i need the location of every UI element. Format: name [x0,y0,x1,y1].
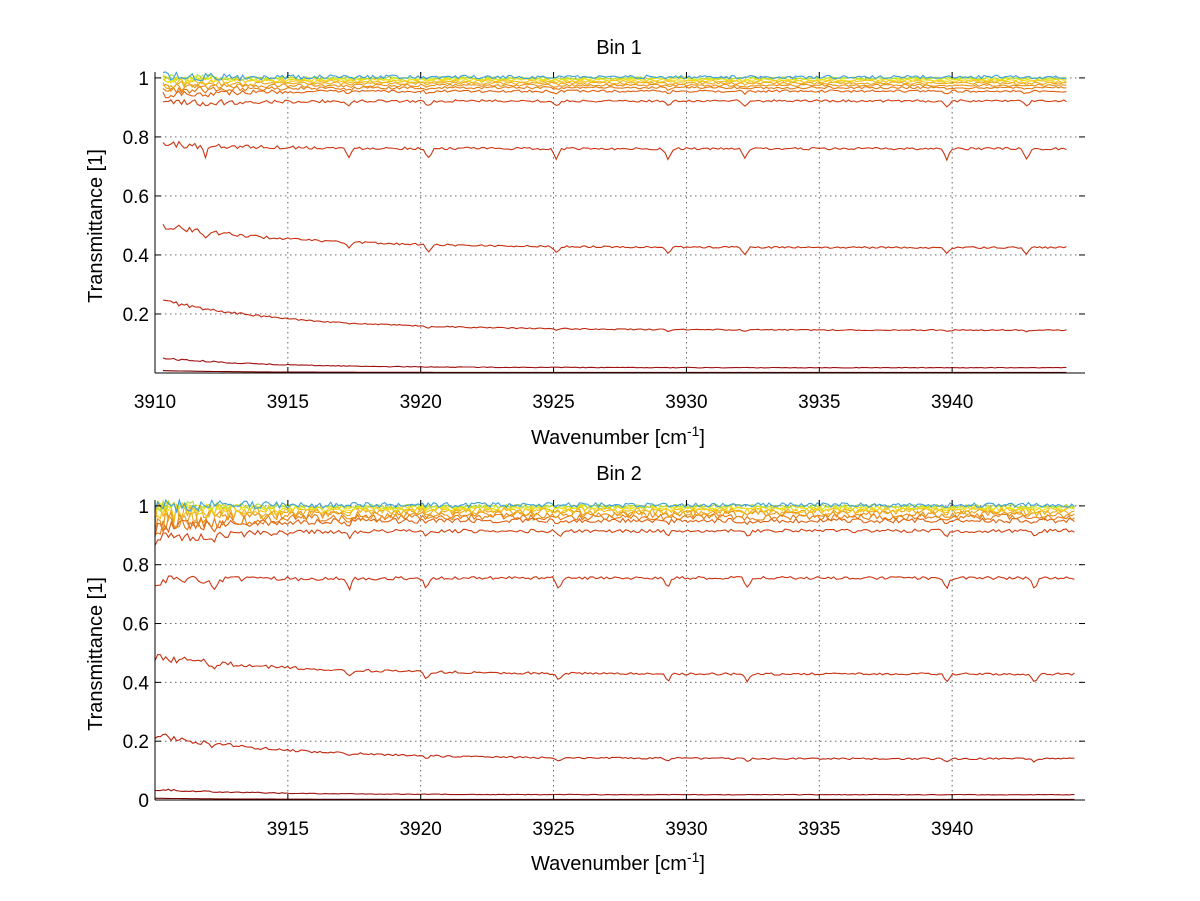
y-axis-label: Transmittance [1] [85,149,107,303]
y-tick-label: 0.6 [123,187,149,208]
x-tick-label: 3925 [532,392,574,413]
chart-bin-1: Bin 1 Transmittance [1] Wavenumber [cm-1… [85,37,1085,449]
series-line [154,575,1075,592]
series-line [162,299,1067,333]
ticks: 3910 3915 3920 3925 3930 3935 3940 0.2 0.4 0.6 0.8… [123,69,1085,413]
x-tick-label: 3920 [400,392,442,413]
y-axis-label: Transmittance [1] [85,577,107,731]
series-line [162,80,1067,90]
series-line [162,89,1067,99]
series-lines [162,71,1067,373]
chart-title: Bin 1 [596,37,642,59]
grid [155,500,1085,800]
series-line [154,653,1075,683]
x-tick-label: 3930 [665,819,707,840]
series-line [154,508,1075,531]
series-line [162,75,1067,85]
series-line [154,497,1075,514]
x-tick-label: 3910 [134,392,176,413]
series-lines [154,497,1075,800]
x-axis-label-tail: ] [699,427,705,449]
x-axis-label-superscript: -1 [687,423,700,439]
series-line [162,357,1067,369]
y-tick-label: 1 [138,497,149,518]
series-line [162,85,1067,94]
series-line [154,528,1075,546]
x-tick-label: 3930 [665,392,707,413]
x-axis-label: Wavenumber [cm-1] [531,423,705,449]
series-line [154,788,1075,796]
series-line [162,140,1067,162]
ticks: 3915 3920 3925 3930 3935 3940 0 0.2 0.4 0.6 0.8 1 [123,497,1085,840]
x-axis-label-text: Wavenumber [cm [531,427,687,449]
chart-title: Bin 2 [596,463,642,485]
chart-bin-2: Bin 2 Transmittance [1] Wavenumber [cm-1… [85,463,1085,875]
series-line [154,500,1075,516]
y-tick-label: 0.2 [123,305,149,326]
x-tick-label: 3935 [798,392,840,413]
y-tick-label: 0.8 [123,556,149,577]
x-tick-label: 3915 [267,819,309,840]
y-tick-label: 0.6 [123,615,149,636]
series-line [162,83,1067,93]
series-line [154,797,1075,800]
x-tick-label: 3925 [532,819,574,840]
series-line [154,733,1075,763]
y-tick-label: 0.8 [123,128,149,149]
series-line [162,370,1067,373]
y-tick-label: 1 [138,69,149,90]
x-tick-label: 3935 [798,819,840,840]
y-tick-label: 0.2 [123,732,149,753]
y-tick-label: 0.4 [123,673,150,694]
x-axis-label: Wavenumber [cm-1] [531,849,705,875]
grid [155,72,1085,373]
series-line [162,98,1067,108]
x-tick-label: 3920 [400,819,442,840]
series-line [154,517,1075,538]
x-axis-label-superscript: -1 [687,849,700,865]
series-line [162,223,1067,256]
x-tick-label: 3940 [931,819,973,840]
series-line [162,71,1067,82]
x-tick-label: 3915 [267,392,309,413]
x-axis-label-tail: ] [699,853,705,875]
x-tick-label: 3940 [931,392,973,413]
x-axis-label-text: Wavenumber [cm [531,853,687,875]
y-tick-label: 0 [138,791,149,812]
y-tick-label: 0.4 [123,246,150,267]
